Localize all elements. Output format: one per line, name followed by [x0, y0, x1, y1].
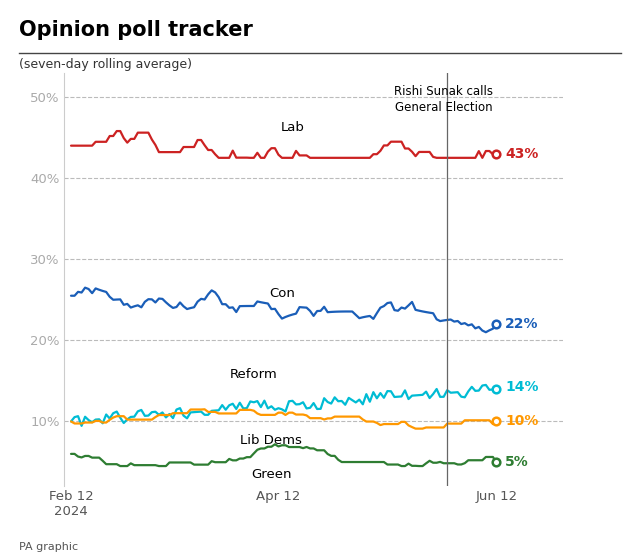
Text: 43%: 43%	[505, 147, 539, 161]
Text: (seven-day rolling average): (seven-day rolling average)	[19, 58, 192, 70]
Text: Reform: Reform	[230, 368, 278, 381]
Text: 10%: 10%	[505, 414, 539, 428]
Text: Con: Con	[269, 287, 295, 300]
Text: Green: Green	[251, 468, 292, 481]
Text: Rishi Sunak calls
General Election: Rishi Sunak calls General Election	[394, 85, 493, 114]
Text: 14%: 14%	[505, 380, 539, 395]
Text: PA graphic: PA graphic	[19, 542, 78, 552]
Text: Lab: Lab	[280, 121, 305, 134]
Text: 5%: 5%	[505, 455, 529, 469]
Text: 22%: 22%	[505, 317, 539, 331]
Text: Opinion poll tracker: Opinion poll tracker	[19, 20, 253, 40]
Text: Lib Dems: Lib Dems	[241, 434, 302, 447]
